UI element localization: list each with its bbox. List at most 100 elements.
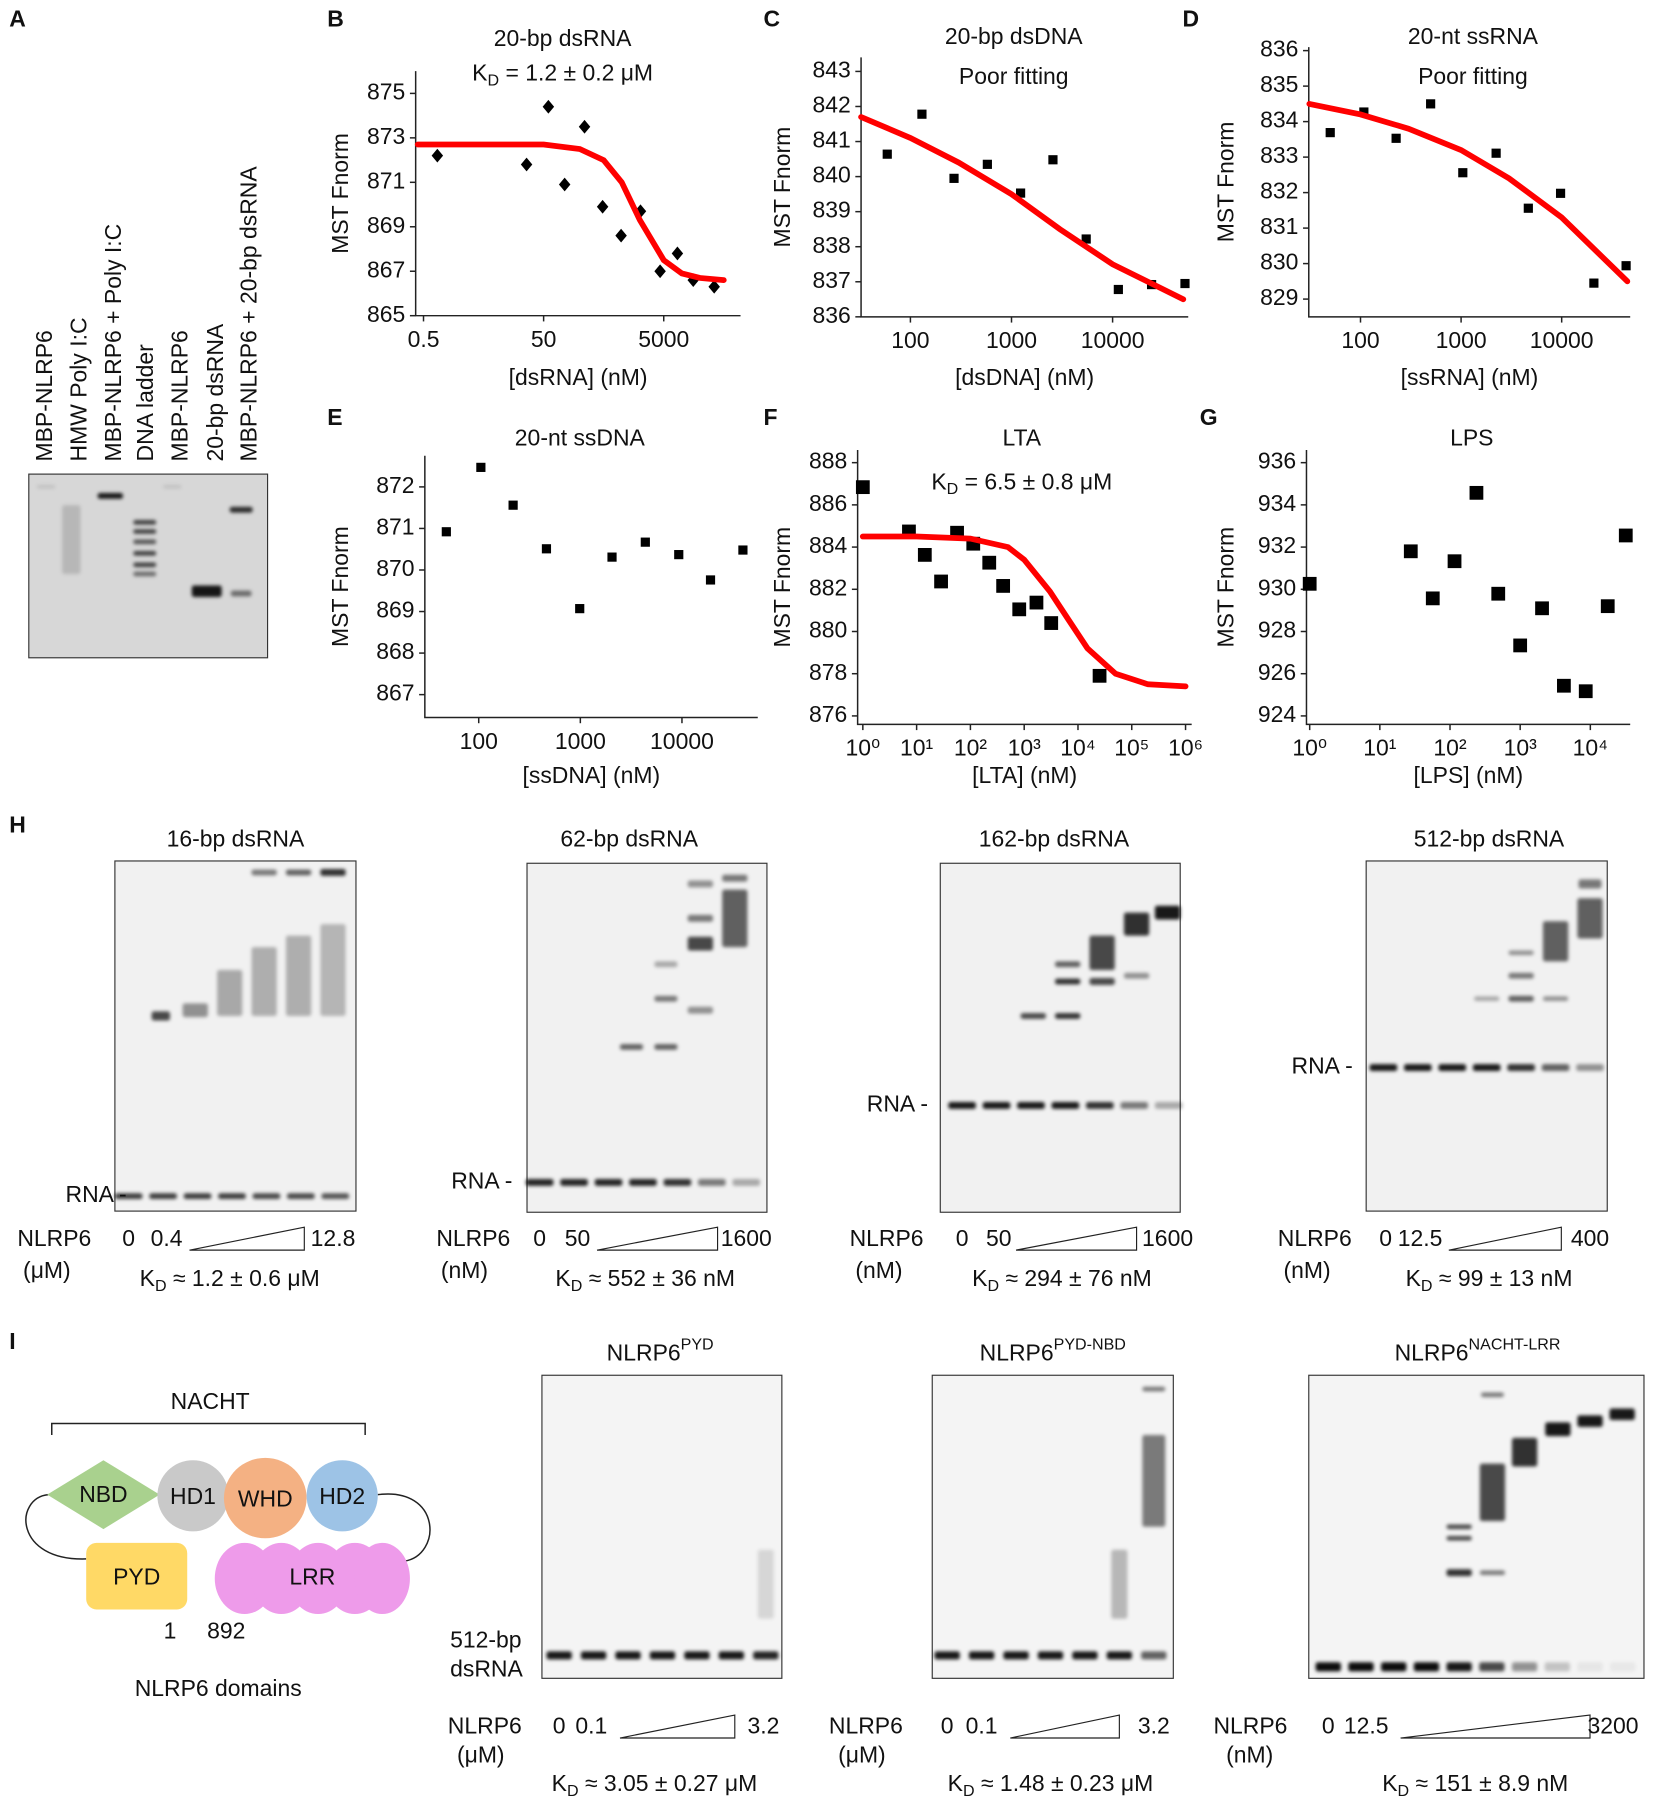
band xyxy=(1348,1662,1374,1672)
kd-label-part: ≈ 552 ± 36 nM xyxy=(582,1265,735,1291)
y-tick-label: 838 xyxy=(812,232,850,258)
kd-label: KD ≈ 552 ± 36 nM xyxy=(555,1265,735,1295)
y-tick-label: 865 xyxy=(367,301,405,327)
protein-label: NLRP6 xyxy=(17,1225,91,1251)
band xyxy=(36,485,56,489)
band xyxy=(149,1193,177,1200)
x-tick-label: 50 xyxy=(531,326,557,352)
band xyxy=(285,935,312,1016)
point xyxy=(1016,188,1026,198)
point xyxy=(1113,284,1123,295)
band xyxy=(982,1102,1011,1109)
conc-label: 3200 xyxy=(1587,1713,1638,1739)
band xyxy=(1479,1463,1506,1522)
gel-title: NLRP6PYD xyxy=(607,1336,714,1366)
kd-label-part: K xyxy=(1406,1265,1422,1291)
gel-image xyxy=(931,1374,1174,1679)
band xyxy=(1446,1535,1472,1541)
y-tick-label: 841 xyxy=(812,127,850,153)
point xyxy=(1513,638,1528,653)
gel-title-part: PYD xyxy=(681,1336,714,1354)
kd-label-part: D xyxy=(155,1277,167,1295)
unit-label: (nM) xyxy=(1226,1741,1273,1767)
band xyxy=(251,947,277,1016)
band xyxy=(1315,1662,1341,1672)
hd2-shape xyxy=(306,1460,378,1532)
y-tick-label: 882 xyxy=(809,574,847,600)
kd-label-part: D xyxy=(987,1277,999,1295)
band xyxy=(687,880,713,888)
band xyxy=(663,1178,692,1186)
band xyxy=(133,571,157,577)
domain-diagram xyxy=(25,1422,431,1615)
conc-label: 3.2 xyxy=(748,1713,780,1739)
band xyxy=(217,970,243,1016)
gel-image xyxy=(525,862,768,1213)
conc-label: 50 xyxy=(565,1225,591,1251)
kd-label-part: ≈ 294 ± 76 nM xyxy=(999,1265,1152,1291)
band xyxy=(1511,1437,1538,1467)
y-tick-label: 869 xyxy=(376,597,414,623)
band xyxy=(1154,905,1181,920)
x-tick-label: 100 xyxy=(460,728,498,754)
y-tick-label: 832 xyxy=(1260,178,1298,204)
y-tick-label: 830 xyxy=(1260,249,1298,275)
point xyxy=(1302,576,1317,591)
fit-line xyxy=(414,141,727,283)
kd-label-part: D xyxy=(571,1277,583,1295)
conc-label: 0 xyxy=(122,1225,135,1251)
point xyxy=(578,119,591,134)
chart-subtitle: Poor fitting xyxy=(1418,63,1528,89)
gel-image xyxy=(939,862,1183,1213)
residue-label: 1 xyxy=(164,1617,177,1643)
point xyxy=(1621,261,1631,271)
band xyxy=(684,1651,710,1660)
band xyxy=(1123,912,1150,936)
gel-title: NLRP6NACHT-LRR xyxy=(1395,1336,1561,1366)
point xyxy=(640,537,650,547)
y-axis-title: MST Fnorm xyxy=(1212,527,1238,648)
point xyxy=(982,159,992,169)
point xyxy=(917,109,927,119)
point xyxy=(705,575,716,585)
domain-label: PYD xyxy=(113,1564,160,1590)
bracket xyxy=(51,1422,366,1435)
gel-bands xyxy=(1369,879,1604,1072)
lane-label: HMW Poly I:C xyxy=(66,317,92,461)
panel-letter: F xyxy=(763,404,777,430)
domain-label: HD1 xyxy=(170,1483,216,1509)
band xyxy=(1404,1064,1432,1072)
axis-line xyxy=(424,455,758,719)
band xyxy=(629,1178,657,1186)
y-tick-label: 875 xyxy=(367,78,405,104)
band xyxy=(1111,1549,1128,1619)
conc-label: 50 xyxy=(986,1225,1012,1251)
kd-label-part: K xyxy=(552,1770,568,1796)
panel-letter: C xyxy=(763,6,780,32)
gel-bands xyxy=(36,485,253,597)
chart-subtitle-part: D xyxy=(487,72,499,90)
y-axis-title: MST Fnorm xyxy=(327,133,353,254)
point xyxy=(1012,602,1027,617)
kd-label-part: ≈ 151 ± 8.9 nM xyxy=(1409,1770,1568,1796)
y-tick-label: 842 xyxy=(812,92,850,118)
band xyxy=(698,1178,726,1186)
band xyxy=(151,1011,170,1021)
gradient-wedge xyxy=(1015,1226,1138,1251)
conc-label: 0 xyxy=(533,1225,546,1251)
kd-label-part: D xyxy=(567,1782,579,1800)
point xyxy=(1391,133,1401,143)
chart: 924 926 928 930 932 934 936 10⁰ 10¹ 10² 10³ 10⁴ LPS M… xyxy=(1212,425,1633,788)
x-axis-title: [dsRNA] (nM) xyxy=(509,364,648,390)
band xyxy=(560,1178,588,1186)
y-tick-label: 829 xyxy=(1260,284,1298,310)
y-tick-label: 835 xyxy=(1260,71,1298,97)
panel-letter: E xyxy=(327,404,342,430)
domain-label: NBD xyxy=(79,1481,127,1507)
x-axis-title: [ssRNA] (nM) xyxy=(1401,364,1539,390)
point xyxy=(1447,554,1462,569)
y-tick-label: 924 xyxy=(1258,701,1297,727)
gel-image xyxy=(1308,1374,1645,1679)
point xyxy=(1535,601,1549,616)
conc-label: 0 xyxy=(956,1225,969,1251)
